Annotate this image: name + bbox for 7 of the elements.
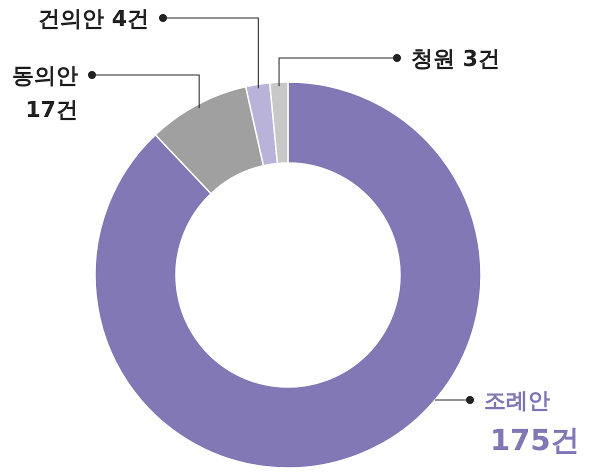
slice-label: 건의안 4건 [38, 7, 149, 32]
donut-slice [94, 81, 482, 468]
slice-label: 동의안 [12, 64, 78, 89]
slice-label: 조례안 [484, 389, 550, 414]
data-label: 175건 [490, 423, 580, 457]
slice-label: 청원 3건 [411, 47, 500, 72]
data-label: 17건 [25, 98, 78, 123]
